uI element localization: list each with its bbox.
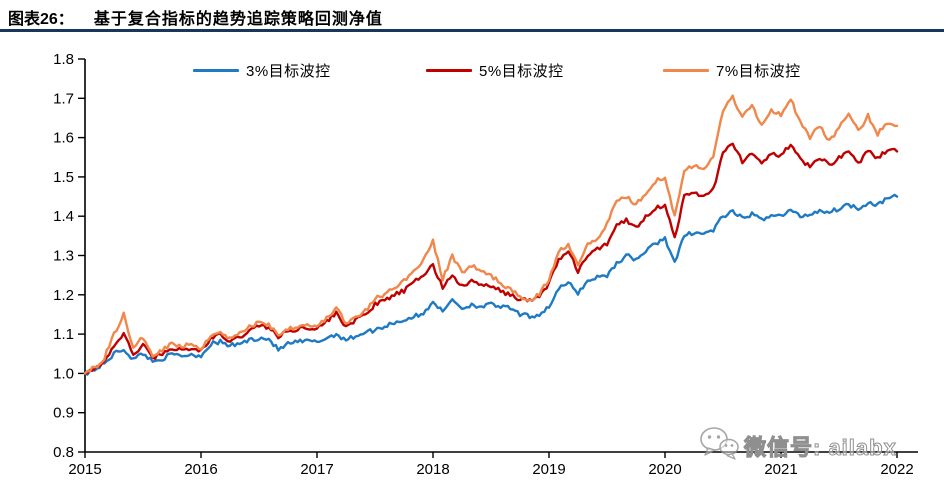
y-tick-label: 1.2 — [53, 287, 74, 304]
figure-number: 图表26： — [8, 11, 74, 28]
legend-item-5pct: 5%目标波控 — [426, 61, 564, 80]
y-tick-label: 1.4 — [53, 208, 74, 225]
y-tick-label: 0.8 — [53, 444, 74, 461]
y-tick-label: 1.5 — [53, 169, 74, 186]
figure-title: 基于复合指标的趋势追踪策略回测净值 — [93, 11, 383, 28]
x-tick-label: 2019 — [532, 461, 565, 478]
x-tick-label: 2015 — [68, 461, 101, 478]
x-tick-label: 2016 — [184, 461, 217, 478]
watermark: 微信号: ailabx — [698, 424, 944, 470]
legend-line-red — [426, 68, 472, 72]
y-tick-label: 1.7 — [53, 90, 74, 107]
legend-item-3pct: 3%目标波控 — [193, 61, 331, 80]
series-line-red — [83, 142, 899, 375]
series-line-orange — [83, 94, 899, 375]
x-tick-label: 2018 — [416, 461, 449, 478]
y-tick-label: 1.6 — [53, 130, 74, 147]
x-tick-label: 2020 — [648, 461, 681, 478]
legend-line-blue — [193, 68, 239, 72]
legend-item-7pct: 7%目标波控 — [663, 61, 801, 80]
legend-label-3pct: 3%目标波控 — [246, 62, 331, 80]
y-tick-label: 1.1 — [53, 326, 74, 343]
watermark-text: 微信号: ailabx — [743, 435, 897, 460]
y-tick-label: 1.8 — [53, 51, 74, 68]
title-divider — [0, 29, 944, 32]
y-tick-label: 0.9 — [53, 405, 74, 422]
x-tick-label: 2021 — [764, 461, 797, 478]
figure-header: 图表26： 基于复合指标的趋势追踪策略回测净值 — [8, 5, 383, 29]
chart-legend: 3%目标波控 5%目标波控 7%目标波控 — [0, 61, 944, 80]
y-tick-label: 1.0 — [53, 365, 74, 382]
x-tick-label: 2017 — [300, 461, 333, 478]
legend-line-orange — [663, 68, 709, 72]
wechat-icon — [700, 427, 739, 460]
x-tick-label: 2022 — [880, 461, 913, 478]
legend-label-7pct: 7%目标波控 — [716, 62, 801, 80]
y-tick-label: 1.3 — [53, 248, 74, 265]
series-line-blue — [83, 193, 899, 376]
legend-label-5pct: 5%目标波控 — [479, 62, 564, 80]
